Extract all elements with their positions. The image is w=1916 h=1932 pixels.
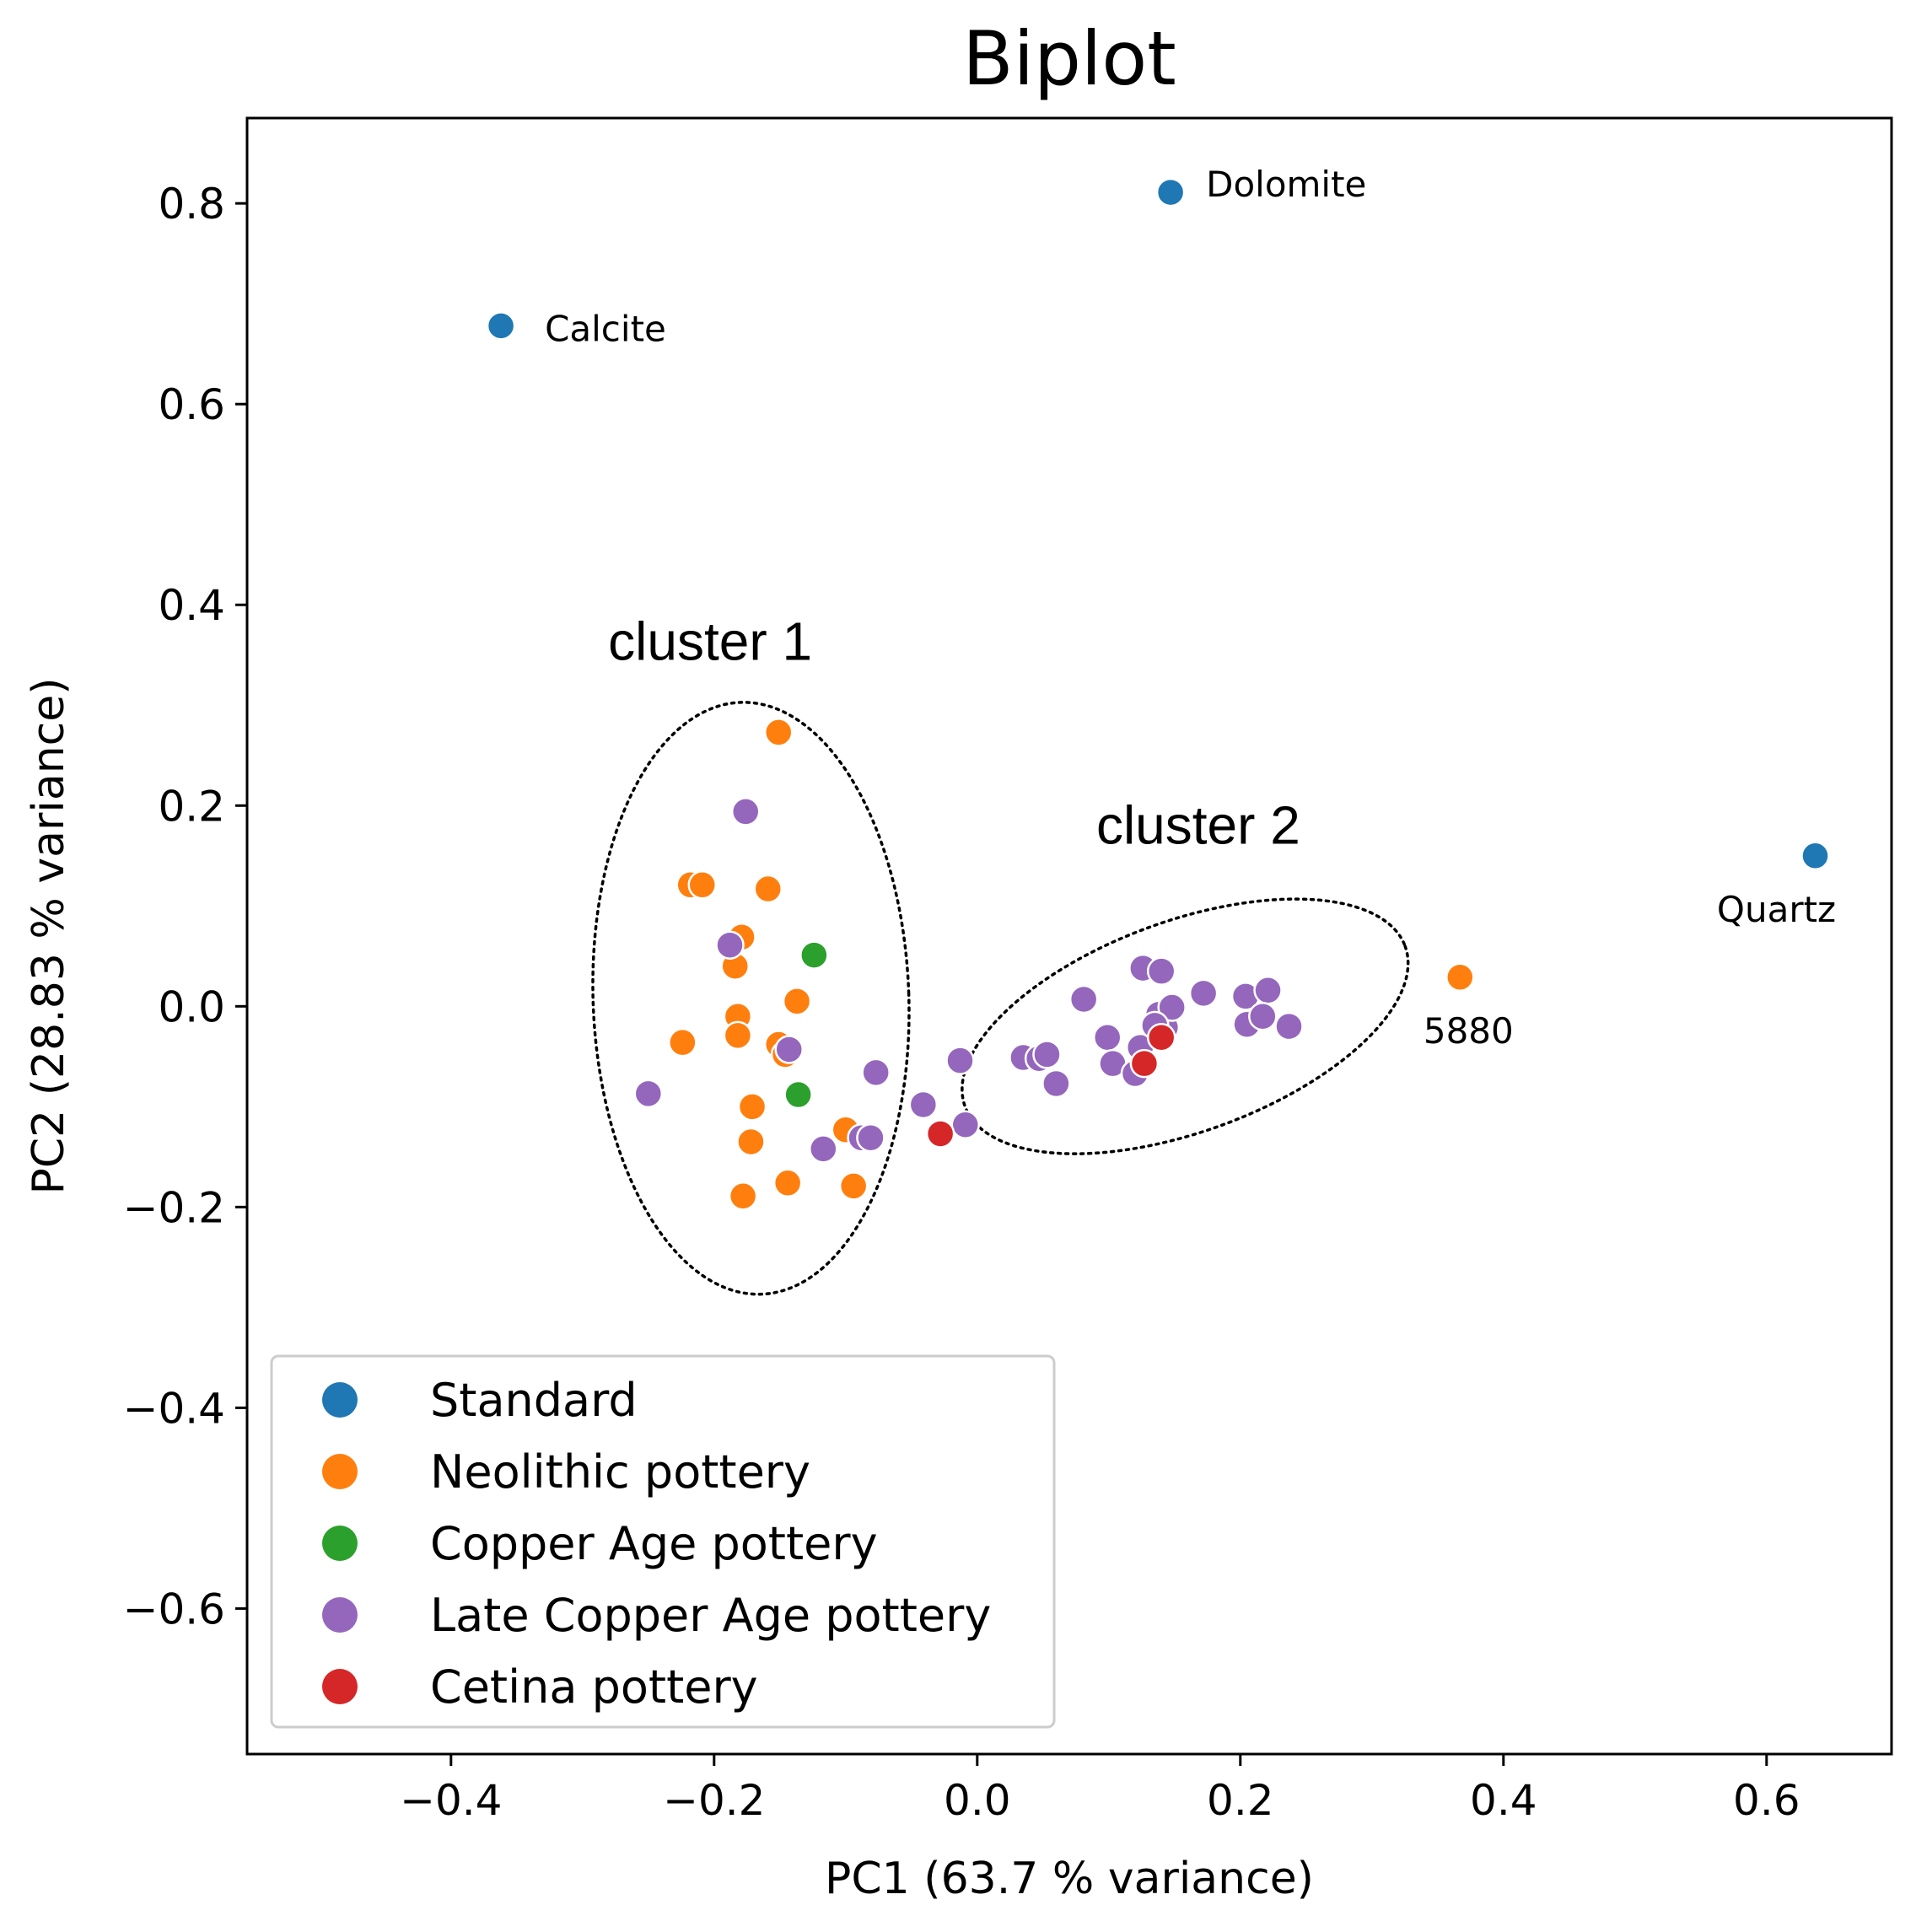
point-neolithic-pottery <box>772 1168 803 1198</box>
x-tick-label: 0.6 <box>1733 1776 1800 1825</box>
point-neolithic-pottery <box>838 1171 869 1201</box>
point-neolithic-pottery <box>728 1181 758 1211</box>
point-label-calcite: Calcite <box>545 308 666 349</box>
y-tick-label: 0.2 <box>158 782 225 831</box>
point-late-copper-age-pottery <box>1032 1040 1062 1069</box>
point-copper-age-pottery <box>783 1079 813 1110</box>
y-tick-label: −0.6 <box>123 1585 225 1633</box>
legend-marker-neolithic-pottery <box>322 1454 358 1489</box>
point-neolithic-pottery <box>668 1027 697 1057</box>
point-late-copper-age-pottery <box>1274 1011 1304 1041</box>
cluster-1-ellipse <box>591 701 911 1296</box>
point-label-quartz: Quartz <box>1717 889 1836 930</box>
point-late-copper-age-pottery <box>730 797 761 826</box>
cluster-2-label: cluster 2 <box>1096 795 1300 856</box>
point-cetina-pottery <box>925 1119 955 1149</box>
point-neolithic-pottery <box>737 1092 767 1122</box>
cluster-1-label: cluster 1 <box>608 611 812 672</box>
point-late-copper-age-pottery <box>945 1046 975 1075</box>
point-neolithic-pottery <box>763 718 794 747</box>
legend-label: Late Copper Age pottery <box>430 1589 991 1642</box>
y-tick-label: 0.0 <box>158 982 225 1031</box>
point-neolithic-pottery <box>1445 962 1475 993</box>
x-tick-label: 0.0 <box>944 1776 1011 1825</box>
point-late-copper-age-pottery <box>1041 1068 1071 1099</box>
point-late-copper-age-pottery <box>950 1110 981 1140</box>
legend-marker-copper-age-pottery <box>322 1526 358 1561</box>
y-tick-label: 0.6 <box>158 380 225 429</box>
x-axis-label: PC1 (63.7 % variance) <box>825 1854 1314 1904</box>
point-late-copper-age-pottery <box>1188 978 1219 1009</box>
x-tick-label: −0.4 <box>400 1776 502 1825</box>
point-standard <box>1155 177 1186 207</box>
point-standard <box>486 311 516 341</box>
legend-label: Cetina pottery <box>430 1660 758 1714</box>
point-neolithic-pottery <box>736 1127 766 1157</box>
point-late-copper-age-pottery <box>1146 956 1176 986</box>
point-copper-age-pottery <box>799 940 829 970</box>
point-late-copper-age-pottery <box>774 1035 804 1064</box>
y-tick-label: −0.2 <box>123 1183 225 1232</box>
legend-box <box>270 1354 1056 1729</box>
point-late-copper-age-pottery <box>633 1079 664 1109</box>
legend-label: Copper Age pottery <box>430 1517 878 1570</box>
y-tick-label: 0.4 <box>158 581 225 630</box>
x-tick-label: 0.4 <box>1470 1776 1537 1825</box>
legend-marker-late-copper-age-pottery <box>322 1597 358 1633</box>
point-label-dolomite: Dolomite <box>1206 164 1366 205</box>
point-cetina-pottery <box>1129 1048 1160 1079</box>
point-late-copper-age-pottery <box>715 930 745 960</box>
point-neolithic-pottery <box>782 987 812 1016</box>
point-neolithic-pottery <box>753 874 783 904</box>
point-late-copper-age-pottery <box>1248 1001 1278 1031</box>
legend-label: Standard <box>430 1374 638 1427</box>
point-late-copper-age-pottery <box>1068 984 1099 1014</box>
x-tick-label: −0.2 <box>663 1776 765 1825</box>
point-late-copper-age-pottery <box>1157 993 1187 1022</box>
point-late-copper-age-pottery <box>1092 1022 1122 1052</box>
point-standard <box>1800 841 1830 871</box>
cluster-2-ellipse <box>961 897 1410 1155</box>
legend-marker-standard <box>322 1382 358 1418</box>
point-label-5880: 5880 <box>1424 1010 1514 1052</box>
point-neolithic-pottery <box>723 1020 753 1051</box>
point-neolithic-pottery <box>687 870 718 900</box>
y-axis-label: PC2 (28.83 % variance) <box>24 677 74 1194</box>
y-tick-label: −0.4 <box>123 1384 225 1433</box>
x-tick-label: 0.2 <box>1207 1776 1274 1825</box>
legend: Standard Neolithic pottery Copper Age pott… <box>270 1354 1056 1729</box>
legend-label: Neolithic pottery <box>430 1445 810 1499</box>
point-cetina-pottery <box>1146 1022 1176 1052</box>
point-late-copper-age-pottery <box>861 1057 891 1088</box>
point-late-copper-age-pottery <box>1253 976 1283 1005</box>
point-late-copper-age-pottery <box>856 1122 885 1153</box>
point-late-copper-age-pottery <box>908 1090 939 1120</box>
y-tick-label: 0.8 <box>158 180 225 229</box>
chart-title: Biplot <box>962 15 1176 102</box>
point-late-copper-age-pottery <box>809 1134 838 1164</box>
legend-marker-cetina-pottery <box>322 1669 358 1704</box>
